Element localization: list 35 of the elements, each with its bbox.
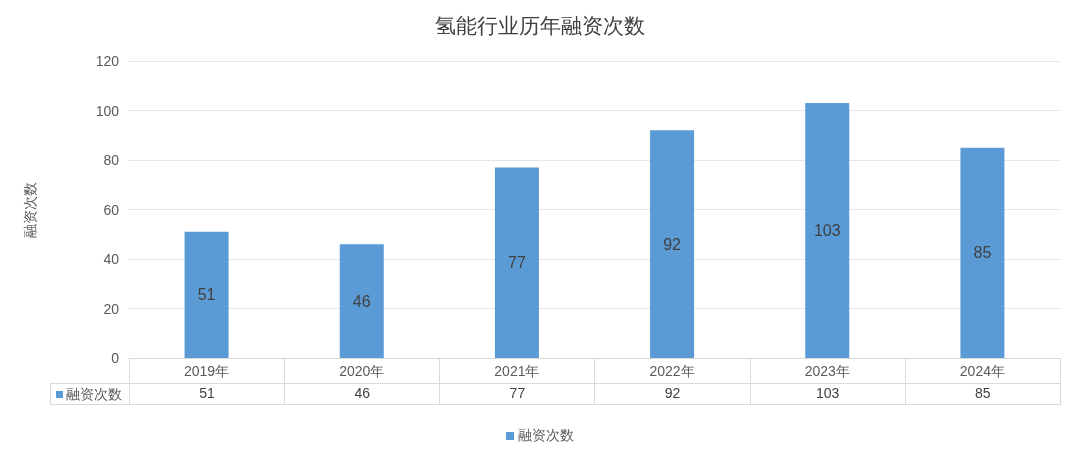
y-tick-label: 0 (111, 350, 120, 366)
data-label: 92 (594, 383, 751, 405)
y-tick-label: 20 (103, 300, 120, 317)
bar (960, 147, 1005, 358)
y-tick-label: 120 (95, 53, 120, 69)
x-tick-label: 2024年 (959, 363, 1005, 379)
data-label: 46 (352, 292, 371, 310)
bar (805, 103, 850, 358)
data-label: 85 (905, 383, 1061, 405)
bar (339, 244, 384, 358)
chart-title: 氢能行业历年融资次数 (435, 13, 645, 38)
y-axis-title: 融资次数 (22, 181, 38, 238)
legend-label: 融资次数 (518, 427, 574, 445)
y-tick-label: 60 (103, 201, 120, 218)
x-tick-label: 2023年 (804, 363, 850, 379)
x-tick-label: 2021年 (494, 363, 540, 379)
legend-label: 融资次数 (66, 386, 122, 402)
y-tick-label: 100 (95, 102, 120, 119)
x-tick-label: 2022年 (649, 363, 695, 379)
data-label: 46 (284, 383, 440, 405)
x-tick-label: 2020年 (339, 363, 385, 379)
bar (650, 130, 695, 358)
data-label: 85 (973, 244, 992, 262)
data-label: 103 (750, 383, 906, 405)
data-label: 92 (663, 235, 682, 253)
y-tick-label: 80 (103, 152, 120, 168)
x-tick-label: 2019年 (184, 363, 230, 379)
data-label: 51 (197, 286, 216, 304)
data-label: 77 (508, 254, 526, 272)
data-label: 77 (439, 383, 595, 405)
bar (184, 231, 229, 358)
bar (494, 167, 539, 358)
data-label: 51 (129, 383, 285, 405)
data-label: 103 (813, 222, 841, 240)
y-tick-label: 40 (103, 251, 120, 267)
